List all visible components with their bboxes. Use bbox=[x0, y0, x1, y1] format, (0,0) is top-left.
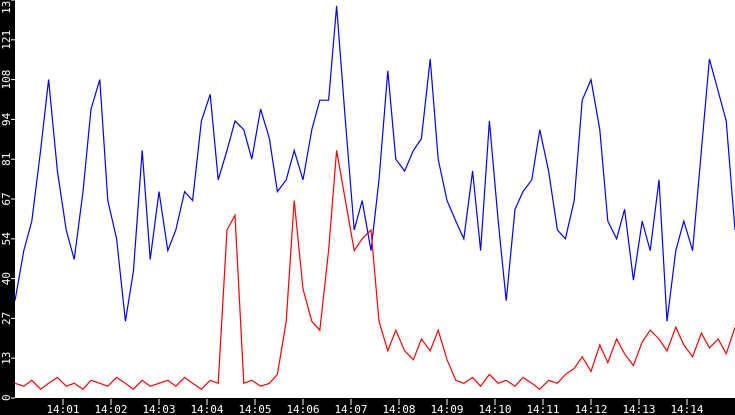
y-tick-label: 81 bbox=[0, 153, 13, 166]
x-axis: 14:01 14:02 14:03 14:04 14:05 14:06 14:07 14:08… bbox=[46, 399, 704, 415]
x-tick-label: 14:13 bbox=[622, 403, 655, 415]
x-tick-label: 14:07 bbox=[334, 403, 367, 415]
x-tick-label: 14:06 bbox=[286, 403, 319, 415]
y-tick-label: 108 bbox=[0, 70, 13, 90]
y-tick-label: 54 bbox=[0, 232, 13, 246]
x-tick-label: 14:11 bbox=[526, 403, 559, 415]
y-tick-label: 0 bbox=[0, 394, 13, 401]
y-tick-label: 94 bbox=[0, 112, 13, 126]
x-tick-label: 14:04 bbox=[190, 403, 223, 415]
series-layer bbox=[14, 5, 735, 390]
x-tick-label: 14:02 bbox=[94, 403, 127, 415]
y-tick-label: 121 bbox=[0, 30, 13, 50]
series-line-red bbox=[14, 150, 735, 390]
x-tick-label: 14:09 bbox=[430, 403, 463, 415]
x-tick-label: 14:10 bbox=[478, 403, 511, 415]
x-tick-label: 14:12 bbox=[574, 403, 607, 415]
y-axis: 0 13 27 40 54 67 81 94 108 121 135 bbox=[0, 0, 15, 401]
x-tick-label: 14:14 bbox=[670, 403, 703, 415]
x-tick-label: 14:03 bbox=[142, 403, 175, 415]
series-line-blue bbox=[14, 5, 735, 322]
x-tick-label: 14:05 bbox=[238, 403, 271, 415]
x-tick-label: 14:01 bbox=[46, 403, 79, 415]
plot-area bbox=[15, 0, 735, 398]
x-tick-label: 14:08 bbox=[382, 403, 415, 415]
y-tick-label: 67 bbox=[0, 192, 13, 205]
y-tick-label: 27 bbox=[0, 312, 13, 325]
y-tick-label: 135 bbox=[0, 0, 13, 14]
y-tick-label: 13 bbox=[0, 352, 13, 365]
y-tick-label: 40 bbox=[0, 272, 13, 285]
